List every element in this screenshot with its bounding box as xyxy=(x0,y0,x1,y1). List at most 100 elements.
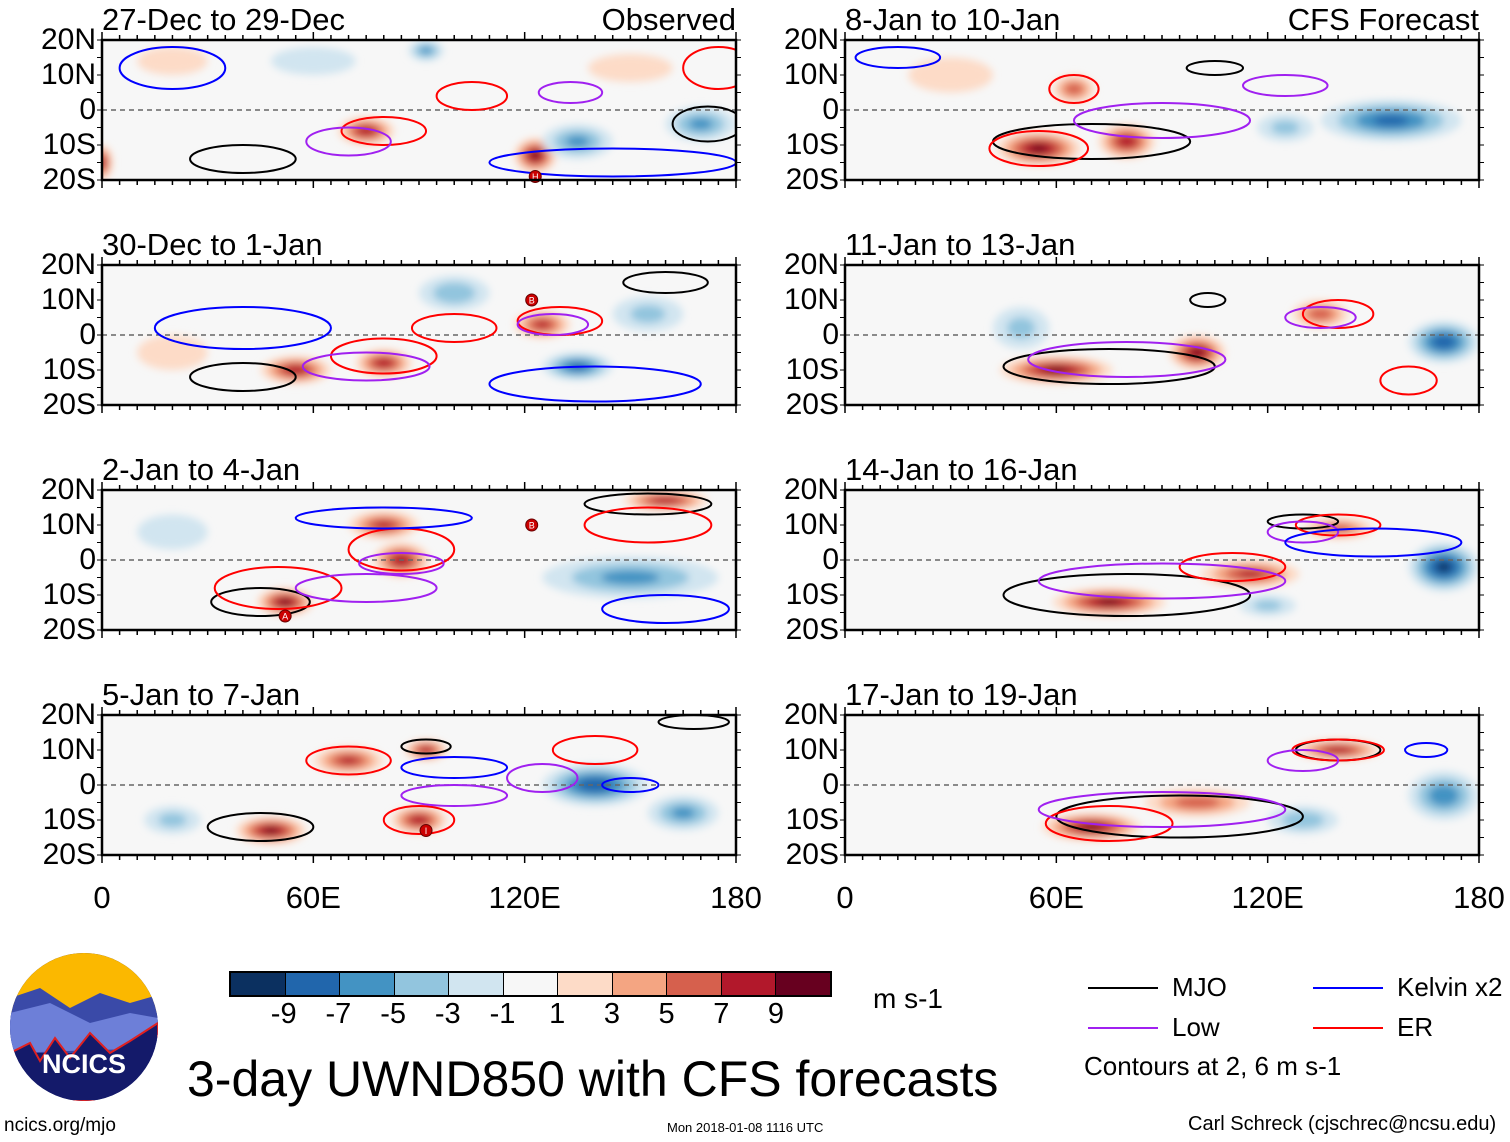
low-contour xyxy=(537,81,604,104)
kelvin-contour xyxy=(400,756,509,779)
wind-anomaly-blob xyxy=(1253,600,1282,611)
colorbar-label: -9 xyxy=(270,998,297,1030)
wind-anomaly-blob xyxy=(1324,746,1353,754)
er-contour xyxy=(213,566,343,610)
wind-anomaly-blob xyxy=(1174,796,1220,809)
er-contour xyxy=(340,116,428,146)
ncics-logo: NCICS xyxy=(10,953,158,1101)
wind-anomaly-blob xyxy=(600,570,660,585)
kelvin-contour xyxy=(601,594,730,624)
er-contour xyxy=(583,506,713,544)
mjo-contour xyxy=(1189,292,1227,308)
timestamp: Mon 2018-01-08 1116 UTC xyxy=(667,1120,824,1135)
wind-anomaly-blob xyxy=(630,305,666,323)
storm-marker xyxy=(419,824,433,837)
mjo-contour xyxy=(1055,794,1304,839)
wind-anomaly-blob xyxy=(1081,824,1102,830)
lat-label: 10S xyxy=(42,353,96,386)
mjo-contour xyxy=(206,812,315,842)
panel-title: 11-Jan to 13-Jan xyxy=(845,227,1076,262)
lat-label: 0 xyxy=(79,543,96,576)
legend-label: Kelvin x2 xyxy=(1397,972,1503,1002)
er-contour xyxy=(435,81,509,111)
lat-label: 10S xyxy=(42,803,96,836)
lat-label: 20S xyxy=(785,163,839,196)
er-contour xyxy=(988,130,1090,167)
panel-label: Observed xyxy=(601,2,736,37)
wind-anomaly-blob xyxy=(433,282,476,304)
legend-line-icon xyxy=(1088,1026,1158,1029)
mjo-contour xyxy=(622,271,709,294)
wind-anomaly-blob xyxy=(1117,135,1137,148)
lat-label: 0 xyxy=(822,768,839,801)
wind-anomaly-blob xyxy=(339,757,358,764)
low-contour xyxy=(301,351,431,382)
wind-anomaly-blob xyxy=(374,521,393,529)
er-contour xyxy=(1301,299,1375,329)
wind-anomaly-blob xyxy=(1308,308,1333,320)
panel-map: BA xyxy=(97,482,741,638)
low-contour xyxy=(516,313,590,336)
colorbar-swatch xyxy=(612,973,667,995)
source-url[interactable]: ncics.org/mjo xyxy=(4,1115,116,1136)
wind-anomaly-blob xyxy=(271,47,356,75)
storm-marker xyxy=(525,293,539,307)
panel-map xyxy=(840,482,1484,638)
kelvin-contour xyxy=(488,365,702,403)
low-contour xyxy=(305,126,392,157)
lat-label: 20N xyxy=(40,248,96,281)
er-contour xyxy=(1048,74,1100,104)
storm-marker xyxy=(525,518,539,532)
er-contour xyxy=(1379,365,1438,396)
mjo-contour xyxy=(583,492,713,516)
lat-label: 10S xyxy=(785,803,839,836)
low-contour xyxy=(1027,341,1227,378)
storm-marker-label: B xyxy=(529,296,535,306)
kelvin-contour xyxy=(118,46,227,90)
colorbar-unit: m s-1 xyxy=(873,983,943,1014)
lat-label: 20S xyxy=(785,838,839,871)
panel-title: 30-Dec to 1-Jan xyxy=(102,227,323,262)
wind-anomaly-blob xyxy=(588,54,673,82)
er-contour xyxy=(329,337,438,375)
low-contour xyxy=(1284,306,1357,329)
colorbar-swatch xyxy=(721,973,776,995)
lat-label: 20S xyxy=(42,613,96,646)
logo-landscape-icon xyxy=(10,953,158,1101)
lat-label: 10S xyxy=(42,128,96,161)
panel-map: H xyxy=(97,32,741,188)
wind-anomaly-blob xyxy=(137,335,208,370)
legend-line-icon xyxy=(1088,986,1158,989)
lat-label: 10N xyxy=(40,733,96,766)
legend-line-icon xyxy=(1313,986,1383,989)
legend-line-icon xyxy=(1313,1026,1383,1029)
wind-anomaly-blob xyxy=(1237,570,1263,578)
lat-label: 10N xyxy=(40,283,96,316)
mjo-contour xyxy=(657,715,730,730)
storm-marker-label: H xyxy=(532,172,539,182)
legend-label: Low xyxy=(1172,1012,1220,1042)
mjo-contour xyxy=(210,587,311,617)
kelvin-contour xyxy=(153,306,332,350)
wind-anomaly-blob xyxy=(651,497,680,504)
wind-anomaly-blob xyxy=(137,514,208,550)
panel-title: 8-Jan to 10-Jan xyxy=(845,2,1061,37)
colorbar-label: 5 xyxy=(658,998,675,1030)
lon-label: 120E xyxy=(1231,880,1304,915)
er-contour xyxy=(1044,805,1174,842)
lon-label: 120E xyxy=(488,880,561,915)
colorbar-label: 1 xyxy=(549,998,566,1030)
figure-title: 3-day UWND850 with CFS forecasts xyxy=(187,1051,999,1107)
lon-label: 180 xyxy=(1453,880,1505,915)
logo-text: NCICS xyxy=(41,1049,126,1079)
panel-title: 2-Jan to 4-Jan xyxy=(102,452,301,487)
low-contour xyxy=(1037,791,1287,828)
lon-label: 0 xyxy=(93,880,111,915)
lat-label: 0 xyxy=(79,768,96,801)
panel-map: B xyxy=(97,257,741,413)
lat-label: 20N xyxy=(783,23,839,56)
lon-label: 180 xyxy=(710,880,762,915)
lat-label: 20N xyxy=(40,698,96,731)
lat-label: 0 xyxy=(822,543,839,576)
er-contour xyxy=(1294,513,1382,537)
